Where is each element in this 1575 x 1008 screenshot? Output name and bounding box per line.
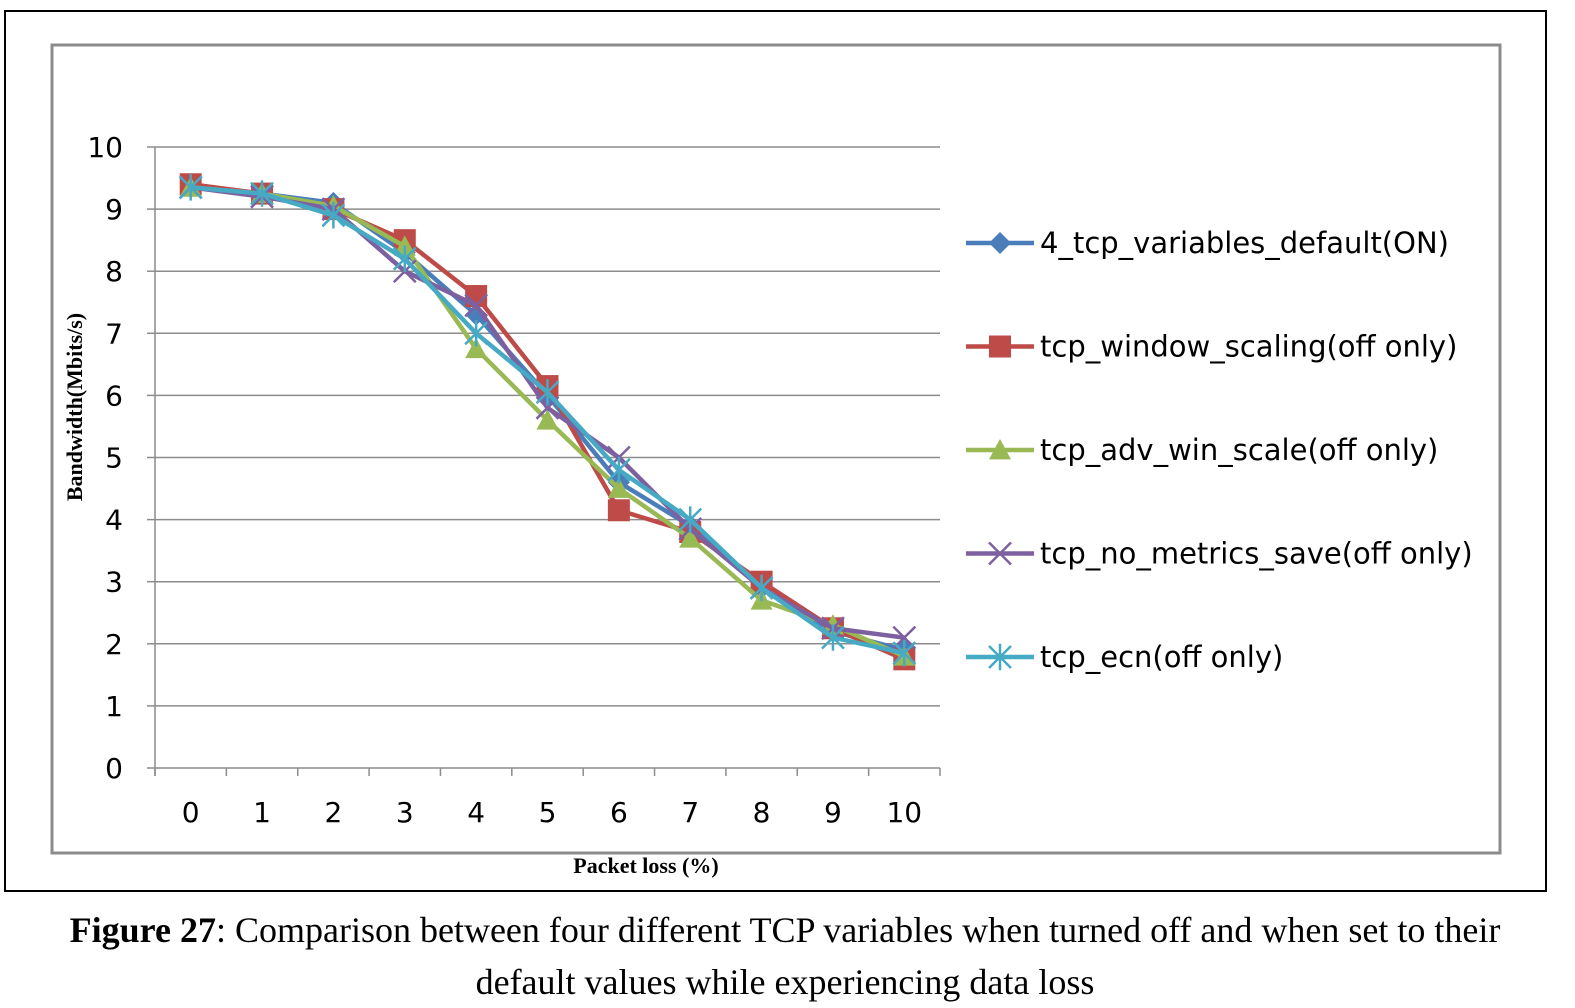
series-4-point-5 (535, 379, 560, 406)
legend-marker-0 (989, 232, 1011, 254)
legend-label-2: tcp_adv_win_scale(off only) (1040, 433, 1438, 467)
y-tick-label-10: 10 (87, 131, 123, 164)
legend-entry-4: tcp_ecn(off only) (966, 640, 1283, 674)
x-tick-label-9: 9 (824, 796, 842, 829)
series-4-point-9 (821, 624, 845, 651)
series-2-point-7 (679, 527, 702, 548)
series-2-point-3 (393, 235, 416, 256)
y-tick-label-2: 2 (105, 628, 123, 661)
x-tick-label-5: 5 (539, 796, 557, 829)
series-4-point-3 (392, 245, 417, 272)
series-1-point-6 (607, 499, 630, 522)
line-chart: 0 1 2 3 4 5 6 7 8 9 10 0 1 2 3 4 5 6 7 8 9 10 4_tcp_variables… (50, 43, 1502, 878)
y-tick-label-4: 4 (105, 504, 123, 537)
y-tick-label-0: 0 (105, 752, 123, 785)
series-2-point-5 (536, 409, 559, 430)
x-tick-label-8: 8 (753, 796, 771, 829)
legend-entry-0: 4_tcp_variables_default(ON) (966, 226, 1449, 260)
series-2-point-6 (607, 477, 630, 498)
series-4-point-8 (749, 574, 774, 602)
legend-entry-2: tcp_adv_win_scale(off only) (966, 433, 1438, 467)
legend-label-3: tcp_no_metrics_save(off only) (1040, 537, 1473, 571)
x-tick-label-3: 3 (396, 796, 414, 829)
x-tick-label-6: 6 (610, 796, 628, 829)
figure-caption: Figure 27: Comparison between four diffe… (20, 904, 1550, 1008)
y-tick-label-3: 3 (105, 566, 123, 599)
series-4-point-10 (892, 639, 917, 667)
series-4-point-0 (178, 174, 203, 201)
y-tick-label-8: 8 (105, 255, 123, 288)
x-tick-label-1: 1 (253, 796, 271, 829)
legend-marker-4 (988, 643, 1012, 671)
x-tick-label-7: 7 (681, 796, 699, 829)
x-tick-label-0: 0 (182, 796, 200, 829)
x-tick-label-2: 2 (324, 796, 342, 829)
y-tick-label-9: 9 (105, 193, 123, 226)
legend-label-4: tcp_ecn(off only) (1040, 640, 1283, 674)
series-2-point-4 (465, 337, 488, 359)
series-4-point-7 (678, 506, 703, 533)
y-tick-label-5: 5 (105, 442, 123, 475)
caption-text: : Comparison between four different TCP … (215, 910, 1501, 1002)
series-4-point-6 (606, 456, 631, 484)
legend-label-1: tcp_window_scaling(off only) (1040, 330, 1457, 364)
y-tick-label-6: 6 (105, 379, 123, 412)
legend-marker-2 (989, 439, 1011, 460)
chart-area (50, 43, 1502, 855)
legend-label-0: 4_tcp_variables_default(ON) (1040, 226, 1449, 260)
y-axis-title: Bandwidth(Mbits/s) (62, 313, 87, 501)
legend-marker-1 (989, 335, 1011, 358)
series-4-point-4 (464, 320, 489, 347)
legend-entry-3: tcp_no_metrics_save(off only) (966, 537, 1473, 571)
series-3-point-4 (464, 293, 489, 318)
x-tick-label-10: 10 (886, 796, 922, 829)
x-tick-label-4: 4 (467, 796, 485, 829)
y-tick-label-1: 1 (105, 690, 123, 723)
series-4-point-1 (250, 180, 274, 207)
series-4-point-2 (321, 202, 346, 229)
legend-marker-3 (988, 541, 1012, 566)
legend-entry-1: tcp_window_scaling(off only) (966, 330, 1457, 364)
x-axis-title: Packet loss (%) (573, 853, 718, 878)
caption-label: Figure 27 (69, 910, 216, 950)
series-4 (178, 174, 917, 667)
y-tick-label-7: 7 (105, 317, 123, 350)
